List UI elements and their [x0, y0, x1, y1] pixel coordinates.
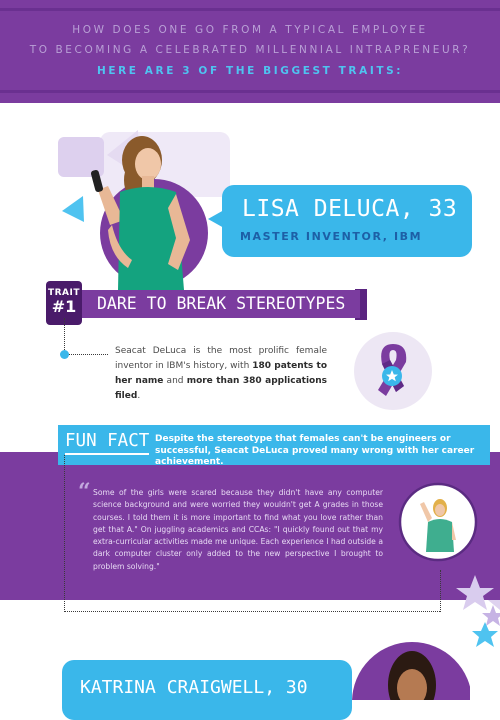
- trait-banner: [50, 290, 360, 318]
- woman-waving-icon: [398, 482, 478, 562]
- trait-description: Seacat DeLuca is the most prolific femal…: [115, 344, 327, 404]
- fun-fact-box: [58, 425, 490, 465]
- connector-line: [64, 318, 65, 356]
- trait-badge: [46, 281, 82, 325]
- lisa-photo: [90, 136, 208, 290]
- katrina-photo: [352, 642, 470, 700]
- header-question-line1: HOW DOES ONE GO FROM A TYPICAL EMPLOYEE: [72, 24, 428, 36]
- name-card: [222, 185, 472, 257]
- trait-number: #1: [51, 297, 77, 316]
- header-question-line2: TO BECOMING A CELEBRATED MILLENNIAL INTR…: [29, 44, 471, 56]
- description-highlight: 180 patents to her name: [115, 361, 328, 387]
- description-text: Seacat DeLuca is the most prolific femal…: [115, 346, 327, 372]
- connector-dot: [60, 350, 69, 359]
- description-text: .: [137, 391, 141, 402]
- name-card-tail: [208, 210, 224, 228]
- fun-fact-label: FUN FACT: [65, 431, 150, 451]
- decor-triangle: [62, 196, 84, 222]
- header-traits-line: HERE ARE 3 OF THE BIGGEST TRAITS:: [96, 65, 404, 77]
- star-icon: [472, 622, 498, 647]
- profile-name: LISA DELUCA, 33: [242, 196, 458, 222]
- trait-label: TRAIT: [47, 288, 81, 298]
- quote-mark: “: [78, 479, 91, 505]
- connector-line: [440, 570, 441, 612]
- connector-line: [64, 611, 440, 612]
- quote-text: Some of the girls were scared because th…: [93, 488, 383, 571]
- description-highlight: more than 380 applications filed: [115, 376, 328, 402]
- next-profile-name: KATRINA CRAIGWELL, 30: [80, 677, 308, 698]
- profile-title: MASTER INVENTOR, IBM: [240, 230, 423, 243]
- connector-line: [64, 455, 65, 612]
- fun-fact-text: Despite the stereotype that females can'…: [155, 434, 475, 468]
- fun-fact-underline: [65, 453, 149, 455]
- star-icon: [456, 575, 500, 626]
- connector-line: [64, 354, 108, 355]
- description-text: and: [163, 376, 187, 387]
- header-stripe: [0, 8, 500, 11]
- awareness-ribbon-icon: [354, 332, 432, 410]
- header-banner: HOW DOES ONE GO FROM A TYPICAL EMPLOYEE …: [0, 0, 500, 103]
- header-stripe: [0, 90, 500, 93]
- trait-title: DARE TO BREAK STEREOTYPES: [97, 294, 346, 313]
